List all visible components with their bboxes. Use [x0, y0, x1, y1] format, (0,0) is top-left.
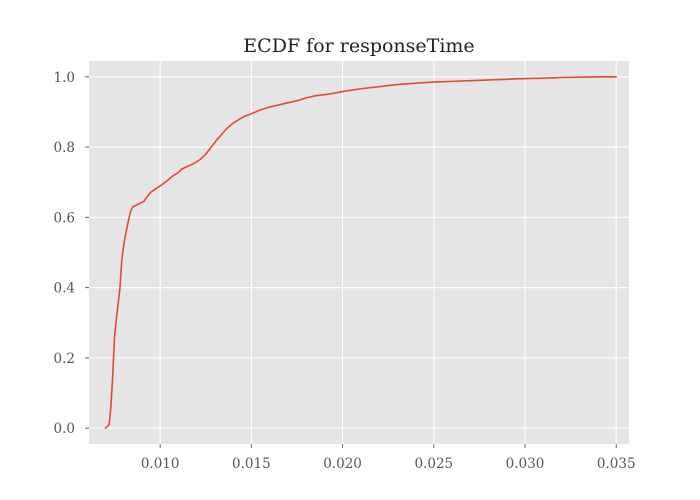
- x-tick-label: 0.025: [414, 456, 453, 472]
- plot-area: [89, 61, 629, 444]
- x-axis: 0.010 0.015 0.020 0.025 0.030 0.035: [141, 444, 636, 472]
- grid: [89, 61, 629, 444]
- y-tick-label: 0.0: [54, 421, 75, 437]
- x-tick-label: 0.010: [141, 456, 180, 472]
- y-tick-label: 1.0: [54, 70, 75, 86]
- chart-title: ECDF for responseTime: [243, 35, 474, 57]
- x-tick-label: 0.035: [597, 456, 636, 472]
- y-tick-label: 0.4: [54, 281, 75, 297]
- x-tick-label: 0.015: [232, 456, 271, 472]
- x-tick-label: 0.030: [506, 456, 545, 472]
- y-tick-label: 0.2: [54, 351, 75, 367]
- y-tick-label: 0.6: [54, 210, 75, 226]
- x-tick-label: 0.020: [323, 456, 362, 472]
- y-tick-label: 0.8: [54, 140, 75, 156]
- y-axis: 0.0 0.2 0.4 0.6 0.8 1.0: [54, 70, 89, 437]
- ecdf-series-line: [104, 76, 618, 429]
